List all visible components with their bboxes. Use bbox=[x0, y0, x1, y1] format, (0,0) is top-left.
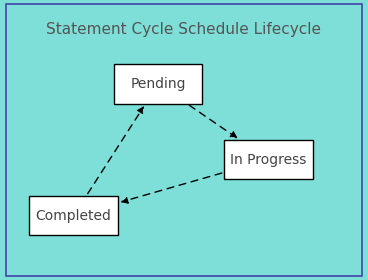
Text: Completed: Completed bbox=[36, 209, 112, 223]
Text: Statement Cycle Schedule Lifecycle: Statement Cycle Schedule Lifecycle bbox=[46, 22, 322, 38]
FancyBboxPatch shape bbox=[114, 64, 202, 104]
Text: Pending: Pending bbox=[131, 77, 186, 91]
FancyBboxPatch shape bbox=[29, 196, 118, 235]
Text: In Progress: In Progress bbox=[230, 153, 307, 167]
FancyBboxPatch shape bbox=[224, 140, 313, 179]
